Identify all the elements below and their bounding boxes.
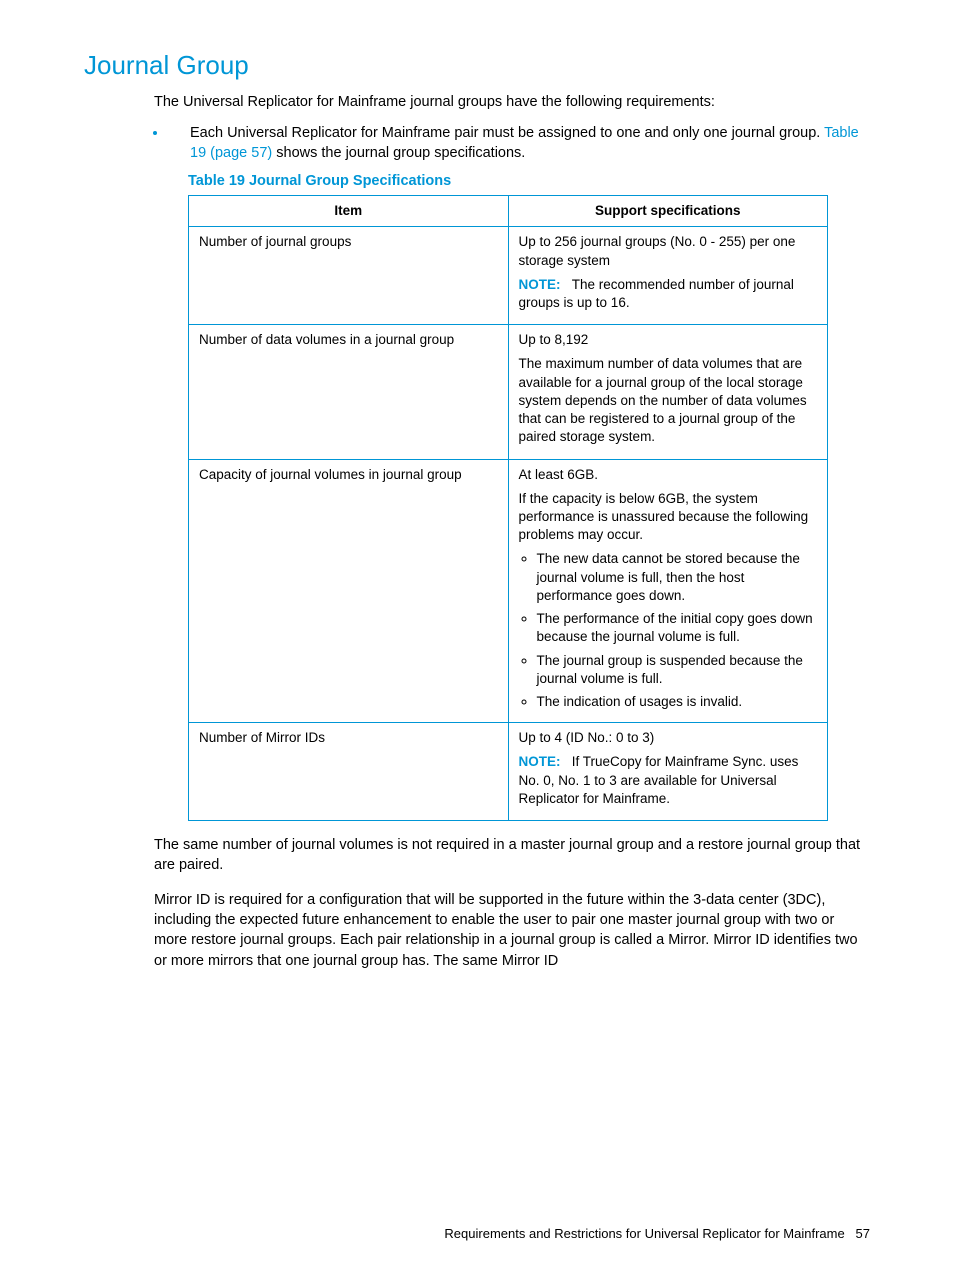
- section-heading: Journal Group: [84, 50, 870, 81]
- body-paragraph: The same number of journal volumes is no…: [154, 835, 870, 876]
- cell-item: Number of journal groups: [189, 227, 509, 325]
- spec-text: The maximum number of data volumes that …: [519, 355, 818, 446]
- cell-item: Number of data volumes in a journal grou…: [189, 325, 509, 459]
- list-item: The new data cannot be stored because th…: [537, 550, 818, 605]
- table-header-item: Item: [189, 196, 509, 227]
- page: Journal Group The Universal Replicator f…: [0, 0, 954, 1271]
- cell-item: Capacity of journal volumes in journal g…: [189, 459, 509, 723]
- bullet-text-lead: Each Universal Replicator for Mainframe …: [190, 125, 824, 141]
- spec-note: NOTE: If TrueCopy for Mainframe Sync. us…: [519, 753, 818, 808]
- spec-text: If the capacity is below 6GB, the system…: [519, 490, 818, 545]
- cell-spec: At least 6GB. If the capacity is below 6…: [508, 459, 828, 723]
- page-footer: Requirements and Restrictions for Univer…: [444, 1226, 870, 1241]
- table-row: Number of Mirror IDs Up to 4 (ID No.: 0 …: [189, 723, 828, 821]
- requirement-item: Each Universal Replicator for Mainframe …: [168, 123, 870, 164]
- table-caption: Table 19 Journal Group Specifications: [188, 173, 870, 189]
- specifications-table: Item Support specifications Number of jo…: [188, 195, 828, 821]
- list-item: The indication of usages is invalid.: [537, 693, 818, 711]
- table-row: Number of data volumes in a journal grou…: [189, 325, 828, 459]
- table-header-row: Item Support specifications: [189, 196, 828, 227]
- spec-note: NOTE: The recommended number of journal …: [519, 276, 818, 312]
- cell-spec: Up to 8,192 The maximum number of data v…: [508, 325, 828, 459]
- note-label: NOTE:: [519, 277, 561, 292]
- content-block: The Universal Replicator for Mainframe j…: [154, 93, 870, 971]
- spec-text: Up to 4 (ID No.: 0 to 3): [519, 729, 818, 747]
- footer-text: Requirements and Restrictions for Univer…: [444, 1226, 844, 1241]
- note-text: If TrueCopy for Mainframe Sync. uses No.…: [519, 754, 799, 805]
- note-label: NOTE:: [519, 754, 561, 769]
- page-number: 57: [856, 1226, 870, 1241]
- spec-text: Up to 8,192: [519, 331, 818, 349]
- table-row: Capacity of journal volumes in journal g…: [189, 459, 828, 723]
- list-item: The performance of the initial copy goes…: [537, 610, 818, 646]
- cell-spec: Up to 4 (ID No.: 0 to 3) NOTE: If TrueCo…: [508, 723, 828, 821]
- body-paragraph: Mirror ID is required for a configuratio…: [154, 890, 870, 971]
- intro-paragraph: The Universal Replicator for Mainframe j…: [154, 93, 870, 113]
- table-row: Number of journal groups Up to 256 journ…: [189, 227, 828, 325]
- problems-list: The new data cannot be stored because th…: [519, 550, 818, 711]
- requirements-list: Each Universal Replicator for Mainframe …: [154, 123, 870, 164]
- bullet-text-tail: shows the journal group specifications.: [272, 145, 525, 161]
- table-header-spec: Support specifications: [508, 196, 828, 227]
- cell-item: Number of Mirror IDs: [189, 723, 509, 821]
- spec-text: Up to 256 journal groups (No. 0 - 255) p…: [519, 233, 818, 269]
- cell-spec: Up to 256 journal groups (No. 0 - 255) p…: [508, 227, 828, 325]
- spec-text: At least 6GB.: [519, 466, 818, 484]
- list-item: The journal group is suspended because t…: [537, 652, 818, 688]
